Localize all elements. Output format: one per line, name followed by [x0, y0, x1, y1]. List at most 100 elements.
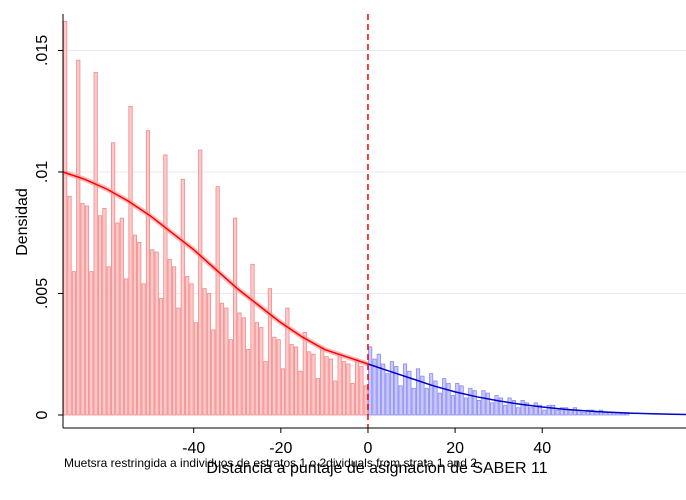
right-bar-9: [407, 370, 412, 416]
right-bar-46: [568, 409, 573, 416]
left-bar-4: [80, 203, 85, 416]
left-bar-29: [189, 283, 194, 416]
left-bar-9: [102, 208, 107, 416]
left-bar-60: [324, 356, 329, 416]
right-bar-42: [551, 404, 556, 416]
y-tick-label-1: .005: [34, 278, 51, 309]
fitted-lines: [62, 169, 686, 416]
left-bar-47: [267, 288, 273, 416]
left-bar-35: [215, 186, 220, 416]
left-bar-69: [363, 385, 368, 416]
x-tick-label-1: -20: [269, 440, 292, 457]
left-bar-31: [198, 149, 203, 416]
left-bar-36: [219, 302, 225, 416]
right-bar-38: [533, 402, 538, 416]
right-bar-20: [455, 383, 460, 416]
right-bar-8: [402, 363, 408, 416]
y-tick-label-0: 0: [34, 410, 51, 419]
left-bar-40: [237, 312, 242, 416]
left-bar-58: [315, 378, 320, 416]
left-bar-53: [294, 346, 299, 416]
right-bar-28: [490, 402, 495, 416]
left-bar-20: [150, 249, 155, 416]
left-bar-27: [180, 178, 185, 416]
y-axis-title: Densidad: [14, 188, 31, 256]
right-bar-10: [411, 387, 416, 416]
left-bar-21: [154, 251, 159, 416]
right-bar-17: [442, 378, 447, 416]
left-bar-34: [211, 329, 216, 416]
left-bar-28: [185, 276, 190, 416]
right-bar-26: [481, 390, 486, 416]
left-bar-62: [333, 380, 338, 416]
left-bar-41: [241, 317, 246, 416]
left-bar-17: [137, 242, 142, 416]
right-bar-7: [398, 385, 403, 416]
right-bar-5: [389, 361, 395, 416]
left-bar-65: [346, 363, 351, 416]
left-bar-22: [158, 297, 164, 416]
right-bar-53: [598, 409, 604, 416]
right-bar-35: [520, 400, 525, 416]
left-bar-37: [224, 307, 229, 416]
right-bar-34: [516, 407, 521, 416]
right-bar-50: [585, 409, 591, 416]
left-bar-59: [320, 346, 325, 416]
left-bar-61: [328, 358, 334, 416]
left-bar-2: [71, 271, 76, 416]
left-bar-44: [254, 322, 259, 416]
x-tick-label-2: 0: [364, 440, 373, 457]
left-bar-63: [337, 353, 342, 416]
right-bar-52: [594, 412, 599, 416]
left-bar-0: [63, 20, 68, 416]
right-bar-49: [581, 412, 586, 416]
left-bar-26: [176, 307, 181, 416]
left-bar-54: [298, 370, 303, 416]
left-bar-10: [106, 266, 111, 416]
right-bar-3: [381, 363, 386, 416]
left-bar-42: [246, 348, 251, 416]
right-bar-41: [546, 404, 551, 416]
right-bar-0: [368, 346, 373, 416]
left-bar-30: [193, 322, 198, 416]
left-bar-18: [141, 283, 146, 416]
right-bar-13: [424, 387, 429, 416]
right-bar-54: [603, 412, 608, 416]
right-bar-16: [437, 392, 442, 416]
right-bar-22: [463, 397, 469, 416]
right-bar-43: [555, 409, 560, 416]
left-bar-46: [263, 361, 268, 416]
x-tick-label-4: 40: [533, 440, 551, 457]
left-bar-6: [89, 271, 94, 416]
left-bar-48: [272, 336, 277, 416]
left-bar-11: [111, 142, 116, 416]
left-bar-38: [228, 339, 233, 416]
left-bar-23: [163, 154, 168, 416]
left-bar-49: [276, 339, 281, 416]
left-bar-56: [307, 351, 312, 416]
right-bar-45: [564, 407, 569, 416]
histogram-bars-right: [368, 346, 630, 416]
right-bar-31: [503, 404, 508, 416]
right-bar-15: [433, 380, 438, 416]
right-bar-14: [429, 373, 434, 416]
right-bar-19: [450, 395, 455, 416]
right-bar-12: [420, 375, 425, 416]
left-bar-66: [350, 383, 355, 416]
right-bar-36: [524, 402, 530, 416]
left-bar-25: [172, 266, 177, 416]
right-bar-1: [372, 358, 377, 416]
right-bar-18: [446, 383, 451, 416]
y-tick-label-2: .01: [34, 161, 51, 183]
histogram-bars-left: [63, 20, 368, 416]
right-bar-47: [572, 407, 577, 416]
right-bar-44: [559, 407, 564, 416]
x-axis-title: Distancia a puntaje de asignacion de SAB…: [206, 460, 547, 477]
left-bar-16: [132, 234, 137, 416]
left-bar-32: [202, 288, 207, 416]
left-bar-68: [359, 365, 364, 416]
left-bar-45: [259, 327, 264, 416]
left-bar-51: [285, 307, 290, 416]
right-bar-6: [394, 365, 399, 416]
